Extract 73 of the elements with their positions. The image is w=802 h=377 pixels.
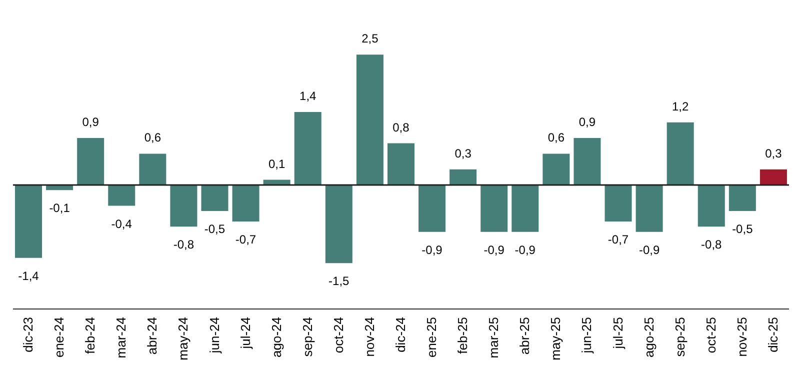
data-label: 0,1 bbox=[268, 156, 286, 171]
x-tick-label: oct-25 bbox=[703, 317, 718, 354]
x-tick-label: ene-25 bbox=[424, 317, 440, 358]
data-label: 1,4 bbox=[300, 89, 317, 104]
data-label: -0,9 bbox=[422, 242, 443, 257]
data-label: -0,8 bbox=[701, 238, 722, 252]
data-label: -0,7 bbox=[235, 232, 256, 246]
bar bbox=[201, 184, 228, 212]
data-label: 1,2 bbox=[672, 99, 690, 114]
bar bbox=[666, 122, 694, 185]
data-label: -0,5 bbox=[204, 222, 226, 236]
data-label: -1,4 bbox=[18, 268, 40, 283]
data-label: 0,9 bbox=[578, 115, 596, 130]
bar bbox=[15, 184, 42, 258]
x-tick-label: ago-24 bbox=[268, 317, 284, 358]
x-tick-label: oct-24 bbox=[330, 317, 346, 354]
x-tick-label: mar-25 bbox=[486, 317, 502, 358]
x-tick-label: dic-25 bbox=[765, 317, 780, 352]
bar bbox=[512, 184, 539, 232]
x-tick-label: mar-24 bbox=[114, 317, 129, 358]
bar bbox=[139, 154, 166, 185]
x-tick-label: nov-24 bbox=[362, 317, 377, 357]
bar bbox=[450, 169, 477, 185]
x-tick-label: jul-25 bbox=[610, 317, 626, 350]
data-label: 0,3 bbox=[765, 146, 782, 160]
x-tick-label: ene-24 bbox=[52, 317, 67, 358]
bar bbox=[294, 112, 322, 185]
data-label: -0,9 bbox=[484, 242, 505, 257]
data-label: -0,7 bbox=[608, 232, 629, 246]
data-label: 0,9 bbox=[82, 115, 100, 130]
x-tick-label: dic-23 bbox=[20, 317, 36, 352]
data-label: 2,5 bbox=[362, 32, 379, 46]
x-tick-label: sep-25 bbox=[672, 317, 688, 357]
x-tick-label: jul-24 bbox=[238, 317, 253, 350]
data-label: 0,6 bbox=[144, 130, 162, 145]
data-label: -0,9 bbox=[638, 242, 660, 257]
data-label: 0,3 bbox=[454, 146, 472, 160]
x-tick-label: feb-25 bbox=[455, 317, 470, 354]
x-tick-label: ago-25 bbox=[641, 317, 656, 358]
x-tick-label: sep-24 bbox=[300, 317, 315, 357]
data-label: 0,6 bbox=[548, 130, 565, 145]
x-tick-label: jun-24 bbox=[206, 317, 222, 354]
data-label: 0,8 bbox=[392, 120, 410, 134]
x-tick-label: nov-25 bbox=[734, 317, 750, 357]
x-tick-label: abr-24 bbox=[144, 317, 160, 355]
data-label: -1,5 bbox=[328, 274, 350, 288]
x-tick-label: abr-25 bbox=[517, 317, 532, 355]
x-tick-label: may-25 bbox=[548, 317, 564, 360]
bar bbox=[574, 138, 601, 185]
bar bbox=[170, 184, 198, 227]
data-label: -0,1 bbox=[49, 201, 70, 216]
bar bbox=[480, 184, 508, 232]
data-label: -0,8 bbox=[173, 238, 194, 252]
x-tick-label: may-24 bbox=[176, 317, 191, 360]
data-label: -0,9 bbox=[514, 242, 536, 257]
bar bbox=[698, 184, 725, 227]
bar bbox=[760, 169, 787, 185]
bar bbox=[325, 184, 352, 264]
data-label: -0,5 bbox=[732, 222, 754, 236]
bar bbox=[387, 143, 414, 185]
x-tick-label: jun-25 bbox=[579, 317, 594, 354]
bar bbox=[356, 54, 384, 185]
bar bbox=[542, 154, 570, 185]
bar bbox=[728, 184, 756, 212]
bar bbox=[77, 138, 104, 185]
bar bbox=[604, 184, 632, 222]
bar bbox=[108, 184, 136, 206]
bar bbox=[636, 184, 663, 232]
data-label: -0,4 bbox=[111, 216, 132, 231]
bar bbox=[232, 184, 260, 222]
x-tick-label: dic-24 bbox=[393, 317, 408, 352]
x-tick-label: feb-24 bbox=[82, 317, 98, 354]
bar bbox=[418, 184, 446, 232]
